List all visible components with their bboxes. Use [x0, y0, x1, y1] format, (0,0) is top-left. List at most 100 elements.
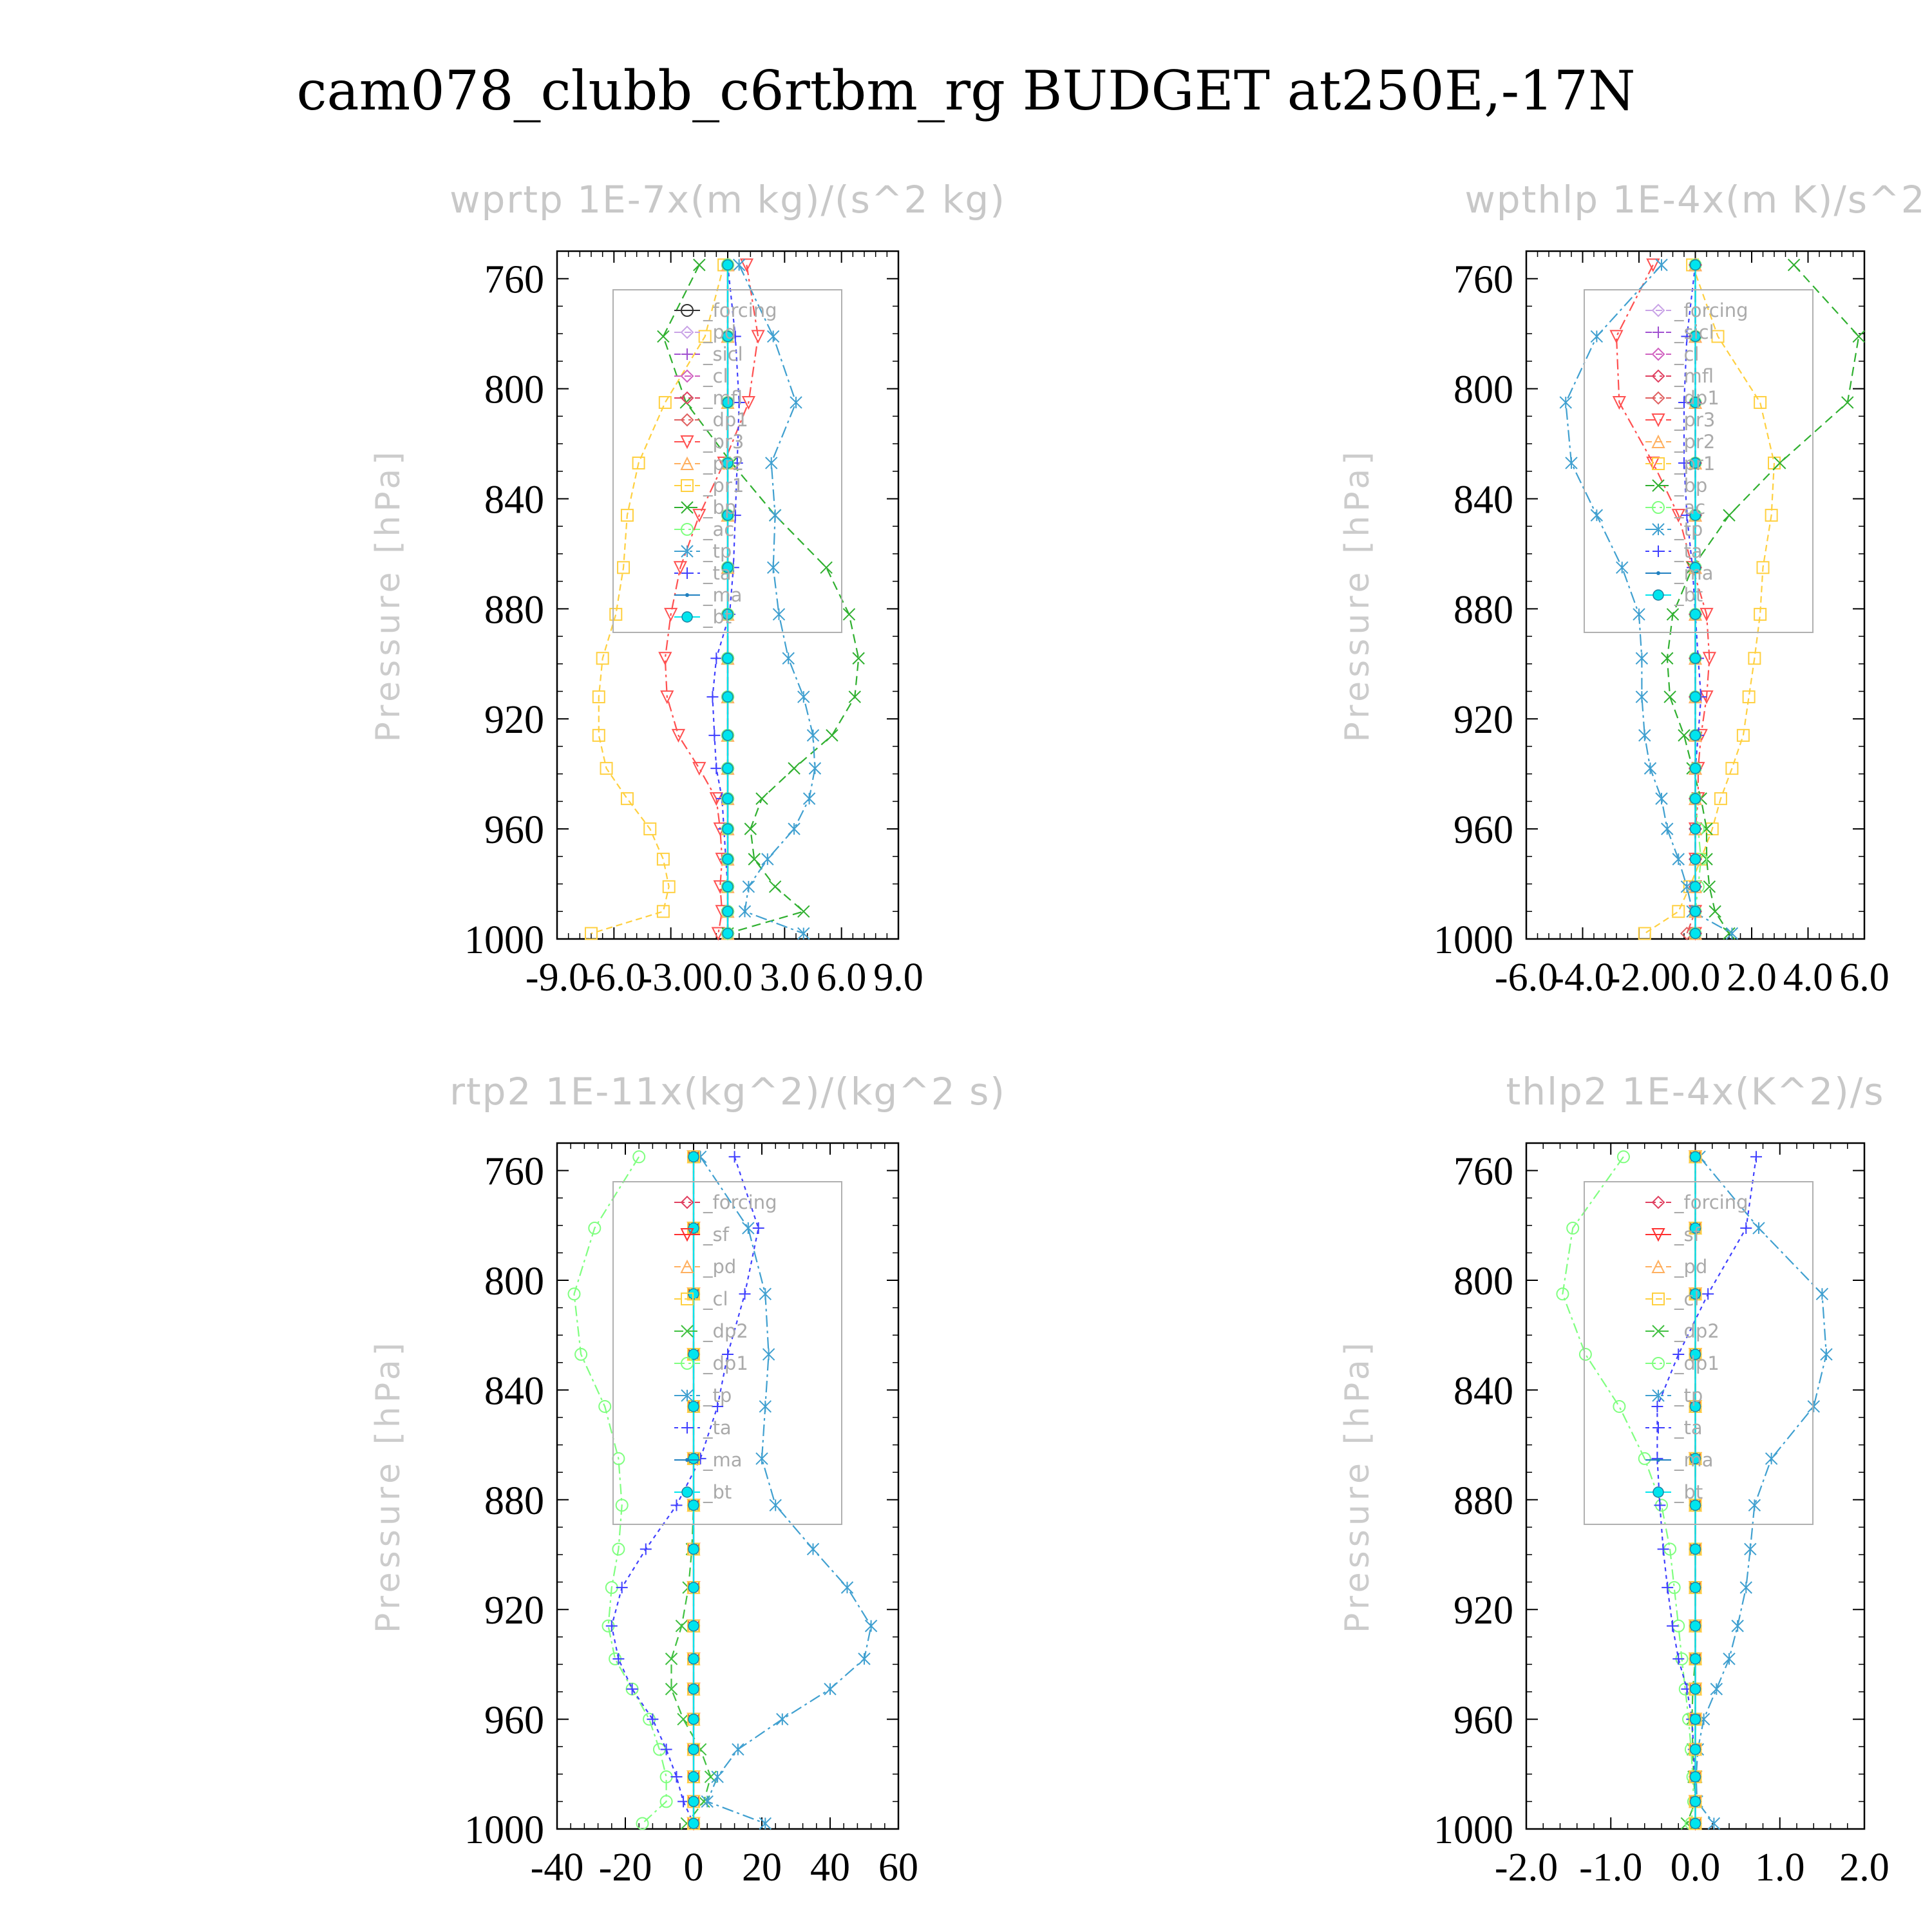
data-point [692, 762, 706, 776]
data-point [772, 608, 786, 621]
legend-marker [1653, 589, 1664, 601]
legend: _forcing_pd_sicl_cl_mfl_dp1_pr3_pr2_pr1_… [612, 289, 842, 633]
data-point [698, 330, 712, 343]
data-point [1765, 1452, 1778, 1465]
legend-item: _mfl [1645, 365, 1714, 387]
data-point [806, 1542, 820, 1556]
y-tick-label: 880 [484, 1479, 544, 1523]
x-tick-label: 40 [810, 1846, 850, 1889]
data-point [755, 792, 768, 805]
legend-item: _bt [1645, 584, 1703, 606]
x-tick-label: 20 [742, 1846, 782, 1889]
y-tick-label: 840 [484, 478, 544, 522]
data-point [1815, 1287, 1829, 1301]
data-point [1689, 762, 1701, 774]
data-point [1689, 509, 1701, 521]
legend-marker [680, 1259, 694, 1273]
data-point [1689, 1349, 1701, 1360]
data-point [766, 561, 780, 574]
legend-item: _dp1 [1645, 387, 1719, 409]
data-point [722, 609, 734, 620]
y-tick-label: 880 [1454, 588, 1513, 632]
x-tick-label: -20 [599, 1846, 652, 1889]
legend-item: _cl [1645, 343, 1700, 365]
legend-marker [1651, 434, 1665, 448]
data-point [1707, 1817, 1721, 1830]
legend-label: _ta [1674, 540, 1703, 562]
data-point [620, 792, 634, 806]
data-point [605, 1620, 618, 1632]
legend-item: _bp [1645, 475, 1707, 497]
legend-item: _pd [1645, 1256, 1707, 1278]
legend-box [1584, 289, 1814, 633]
data-point [1689, 562, 1701, 574]
data-point [656, 853, 670, 866]
series-line [1644, 265, 1776, 934]
data-point [759, 1817, 772, 1830]
data-point [722, 509, 734, 521]
data-point [1643, 762, 1657, 775]
data-point [1689, 609, 1701, 620]
data-point [710, 652, 723, 665]
data-point [1689, 823, 1701, 835]
data-point [612, 1542, 625, 1556]
data-point [1672, 853, 1685, 866]
x-tick-label: -3.0 [639, 956, 703, 999]
data-point [688, 1620, 699, 1632]
legend-box [612, 289, 842, 633]
y-tick-label: 920 [484, 1589, 544, 1633]
data-point [662, 880, 676, 893]
data-point [1672, 1653, 1685, 1665]
data-point [776, 1712, 789, 1726]
data-point [1689, 1222, 1701, 1234]
data-point [788, 762, 800, 775]
data-point [790, 396, 802, 409]
legend-item: _sf [1645, 1224, 1701, 1245]
legend-marker [1653, 1422, 1664, 1434]
legend-item: _pr3 [1645, 409, 1715, 431]
legend: _forcing _sf _pd _cl _dp2 _dp1 _tp _ta _ma _bt [612, 1181, 842, 1525]
legend-label: _ma [703, 1449, 743, 1471]
data-point [1661, 652, 1674, 665]
x-tick-label: -6.0 [582, 956, 645, 999]
legend-marker [681, 501, 694, 514]
legend-marker [1656, 571, 1660, 575]
x-tick-label: -40 [531, 1846, 584, 1889]
legend-label: _dp1 [703, 1352, 748, 1374]
data-point [1748, 1499, 1761, 1512]
legend-marker [1652, 1293, 1665, 1305]
y-tick-label: 920 [1454, 1589, 1513, 1633]
data-point [1678, 729, 1690, 742]
data-point [1689, 927, 1701, 940]
data-point [620, 509, 634, 522]
legend-item: _pd [674, 321, 736, 343]
data-point [1646, 258, 1660, 272]
y-tick-label: 880 [1454, 1479, 1513, 1523]
legend-label: _pd [703, 321, 736, 343]
data-point [742, 1222, 755, 1235]
panels-container: wprtp 1E-7x(m kg)/(s^2 kg) Pressure [hPa]… [369, 178, 1925, 1889]
data-point [1556, 1287, 1569, 1301]
y-axis-label: Pressure [hPa] [1338, 1339, 1377, 1633]
legend-label: _tp [1674, 1385, 1703, 1406]
data-point [1841, 396, 1854, 409]
data-point [1740, 1222, 1752, 1235]
data-point [1756, 561, 1770, 574]
data-point [1807, 1400, 1820, 1413]
legend-marker [1651, 391, 1665, 405]
y-tick-label: 760 [484, 1150, 544, 1194]
x-tick-label: 0.0 [1671, 956, 1721, 999]
data-point [722, 853, 734, 865]
data-point [688, 1499, 699, 1511]
data-point [706, 691, 719, 703]
data-point [1723, 927, 1736, 940]
legend-item: _bt [1645, 1481, 1703, 1503]
legend-marker [1653, 1486, 1664, 1498]
data-point [732, 258, 746, 272]
data-point [1667, 1620, 1679, 1632]
data-point [739, 258, 754, 272]
data-point [688, 1151, 699, 1163]
data-point [1700, 607, 1714, 622]
legend-item: _ma [1645, 1449, 1714, 1471]
data-point [788, 822, 800, 835]
